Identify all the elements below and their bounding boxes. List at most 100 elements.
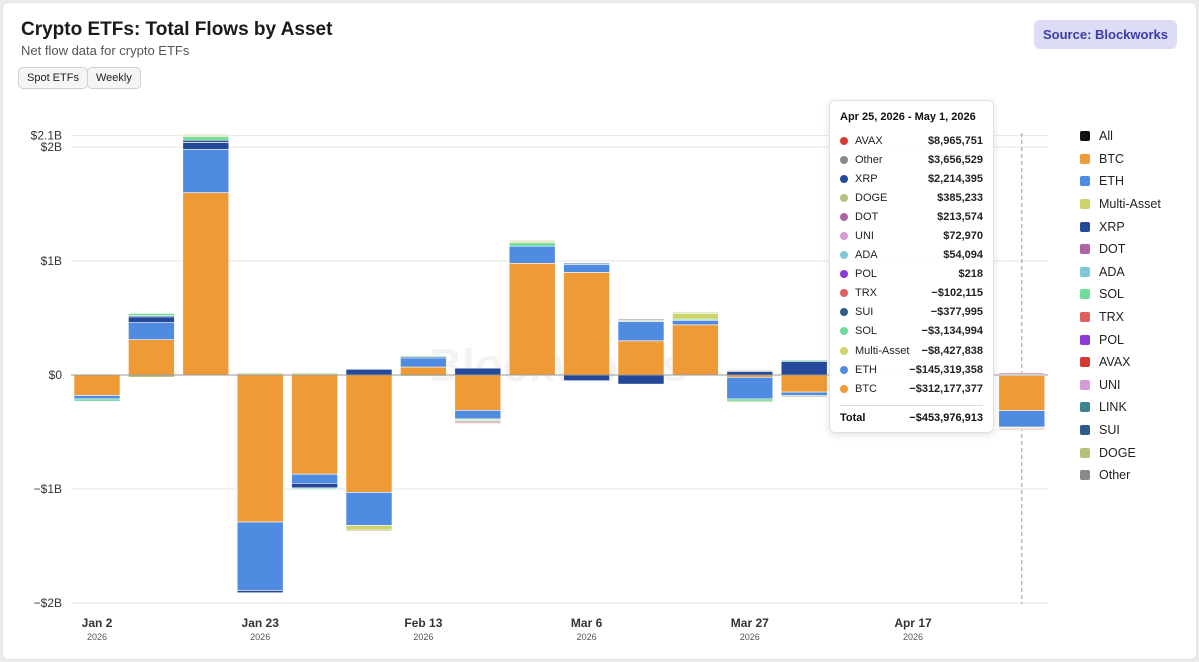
legend-swatch	[1080, 425, 1090, 436]
tooltip-row-value: −$145,319,358	[909, 363, 983, 376]
legend-item-uni[interactable]: UNI	[1080, 374, 1161, 397]
tooltip-row-value: −$3,134,994	[921, 325, 983, 338]
legend-swatch	[1080, 289, 1090, 300]
bar-segment-btc	[617, 340, 665, 376]
legend-swatch	[1080, 244, 1090, 255]
tooltip-row-name: SOL	[855, 325, 878, 338]
bar-segment-sol	[780, 359, 828, 362]
bar-segment-xrp	[291, 482, 338, 489]
y-tick-label: $2B	[41, 140, 62, 154]
bar-segment-multi-asset	[345, 525, 393, 531]
bar-segment-other	[780, 395, 828, 397]
x-tick-label: Apr 17	[894, 616, 932, 630]
bar-segment-btc	[400, 366, 447, 376]
bar-segment-eth	[726, 376, 774, 400]
legend-item-ada[interactable]: ADA	[1080, 261, 1161, 284]
legend-item-btc[interactable]: BTC	[1080, 148, 1161, 171]
tooltip-row-value: $72,970	[943, 230, 983, 243]
bar-segment-multi-asset	[672, 313, 719, 320]
legend-label: XRP	[1099, 219, 1125, 234]
bar-segment-xrp	[780, 361, 828, 376]
tooltip-row-name: ADA	[855, 249, 878, 262]
legend-label: SUI	[1099, 423, 1120, 438]
bar-segment-xrp	[617, 374, 665, 385]
bar-segment-xrp	[563, 374, 610, 381]
legend-item-link[interactable]: LINK	[1080, 396, 1161, 419]
bar-segment-btc	[998, 374, 1046, 411]
legend-item-avax[interactable]: AVAX	[1080, 351, 1161, 374]
tooltip-dot	[840, 346, 848, 355]
legend-item-trx[interactable]: TRX	[1080, 306, 1161, 329]
x-tick-year: 2026	[413, 632, 433, 642]
bar-segment-other	[726, 370, 774, 372]
page-subtitle: Net flow data for crypto ETFs	[21, 43, 190, 58]
legend-swatch	[1080, 334, 1090, 345]
tooltip-dot	[840, 270, 848, 279]
legend-item-doge[interactable]: DOGE	[1080, 441, 1161, 464]
legend-label: Other	[1099, 468, 1131, 483]
bar-segment-xrp	[345, 368, 393, 376]
legend-item-multi-asset[interactable]: Multi-Asset	[1080, 193, 1161, 216]
legend-item-all[interactable]: All	[1080, 125, 1161, 148]
tooltip-row: POL $218	[840, 265, 983, 284]
legend-label: All	[1099, 129, 1113, 144]
bar-segment-btc	[780, 374, 828, 393]
legend-item-other[interactable]: Other	[1080, 464, 1161, 487]
x-tick-year: 2026	[250, 632, 270, 642]
tooltip-dot	[840, 212, 848, 221]
tooltip-row: XRP $2,214,395	[840, 169, 983, 188]
tooltip-dot	[840, 174, 848, 183]
legend-item-sui[interactable]: SUI	[1080, 419, 1161, 442]
x-tick-year: 2026	[577, 632, 597, 642]
x-tick-year: 2026	[87, 632, 107, 642]
tooltip-dot	[840, 365, 848, 374]
tooltip-dot	[840, 155, 848, 164]
bar-segment-sol	[726, 398, 774, 402]
tooltip-row: UNI $72,970	[840, 226, 983, 245]
tooltip-row-name: UNI	[855, 230, 874, 243]
tooltip-row-value: $385,233	[937, 191, 983, 204]
x-tick-label: Mar 27	[731, 616, 769, 630]
legend-swatch	[1080, 199, 1090, 210]
bar-segment-eth	[563, 264, 610, 273]
bar-segment-eth	[508, 245, 556, 264]
legend-label: Multi-Asset	[1099, 197, 1161, 212]
bar-segment-doge	[508, 240, 556, 242]
legend-item-pol[interactable]: POL	[1080, 328, 1161, 351]
tooltip-total: Total −$453,976,913	[840, 412, 983, 424]
bar-segment-sui	[182, 139, 230, 143]
tooltip-row-value: −$102,115	[931, 287, 983, 300]
filter-spot-etfs[interactable]: Spot ETFs	[18, 67, 88, 89]
tooltip-dot	[840, 136, 848, 145]
tooltip-dot	[840, 384, 848, 393]
bar-segment-trx	[454, 422, 502, 424]
legend-swatch	[1080, 266, 1090, 277]
tooltip-dot	[840, 232, 848, 241]
tooltip-row: AVAX $8,965,751	[840, 131, 983, 150]
tooltip-total-label: Total	[840, 412, 866, 425]
legend-swatch	[1080, 176, 1090, 187]
bar-segment-eth	[454, 410, 502, 419]
tooltip-row-name: SUI	[855, 306, 874, 319]
tooltip-row-name: DOGE	[855, 191, 888, 204]
tooltip-row-value: $54,094	[943, 249, 983, 262]
filter-weekly[interactable]: Weekly	[87, 67, 141, 89]
y-tick-label: $2.1B	[31, 129, 62, 143]
bar-segment-sol	[400, 355, 447, 358]
chart-legend: All BTC ETH Multi-Asset XRP DOT ADA SOL TRX POL AV…	[1080, 125, 1161, 487]
x-tick-label: Jan 2	[82, 616, 113, 630]
source-badge[interactable]: Source: Blockworks	[1034, 20, 1177, 49]
bar-segment-sol	[508, 242, 556, 247]
legend-item-eth[interactable]: ETH	[1080, 170, 1161, 193]
bar-segment-eth	[182, 148, 230, 193]
legend-item-sol[interactable]: SOL	[1080, 283, 1161, 306]
tooltip-dot	[840, 289, 848, 298]
tooltip-row-name: Multi-Asset	[855, 344, 910, 357]
tooltip-row: Other $3,656,529	[840, 150, 983, 169]
legend-item-dot[interactable]: DOT	[1080, 238, 1161, 261]
bar-segment-doge	[672, 311, 719, 314]
legend-item-xrp[interactable]: XRP	[1080, 215, 1161, 238]
legend-label: DOT	[1099, 242, 1126, 257]
tooltip-dot	[840, 327, 848, 336]
